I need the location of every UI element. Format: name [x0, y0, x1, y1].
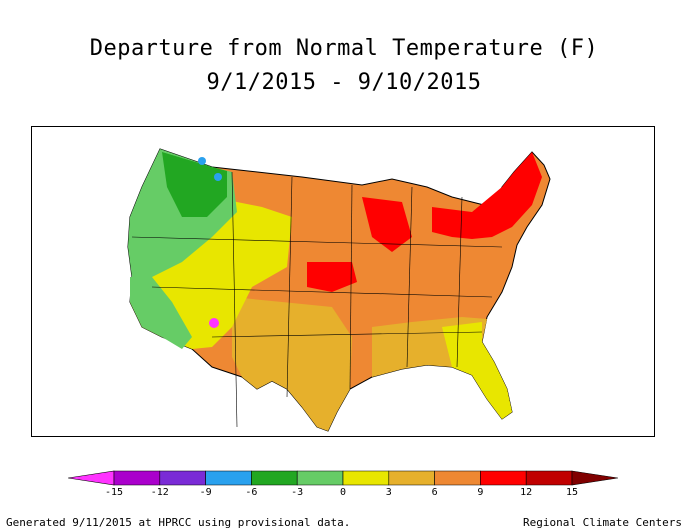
arizona-spot: [209, 318, 219, 328]
legend-tick-label: 15: [565, 487, 579, 498]
color-legend: [68, 470, 618, 486]
legend-tick-label: 6: [431, 487, 438, 498]
legend-swatch: [205, 470, 252, 486]
legend-tick-label: 0: [339, 487, 347, 498]
northeast-hot: [432, 152, 542, 239]
legend-swatch: [342, 470, 390, 486]
legend-tick-label: -15: [104, 487, 124, 498]
northwest-dark-green: [162, 152, 227, 217]
legend-swatch: [113, 470, 161, 486]
footer-credit: Generated 9/11/2015 at HPRCC using provi…: [6, 516, 351, 529]
legend-swatch: [480, 470, 527, 486]
legend-tick-label: -12: [150, 487, 169, 498]
legend-tick-label: 9: [477, 487, 484, 498]
footer-source: Regional Climate Centers: [523, 516, 682, 529]
us-map-svg: [127, 148, 551, 432]
plains-hot: [307, 262, 357, 292]
legend-tick-label: 3: [385, 487, 392, 498]
legend-swatch: [434, 470, 481, 486]
map-title: Departure from Normal Temperature (F): [89, 36, 599, 61]
legend-tick-label: -9: [199, 487, 212, 498]
legend-tick-label: -6: [245, 487, 258, 498]
california-region: [130, 277, 192, 349]
legend-tick-label: -3: [291, 487, 304, 498]
legend-swatch: [296, 470, 344, 486]
cold-spot: [214, 173, 222, 181]
legend-swatch: [251, 470, 298, 486]
temperature-map: [31, 126, 655, 437]
date-range: 9/1/2015 - 9/10/2015: [206, 70, 482, 95]
legend-swatch: [159, 470, 206, 486]
legend-swatch: [68, 470, 115, 486]
legend-ticks: -15 -12 -9 -6 -3 0 3 6 9 12 15: [0, 487, 688, 501]
cold-spot: [198, 157, 206, 165]
state-lines: [131, 171, 503, 428]
legend-tick-label: 12: [520, 487, 533, 498]
midwest-hot: [362, 197, 412, 252]
legend-swatch: [388, 470, 435, 486]
southeast-yellow: [442, 322, 512, 419]
legend-swatch: [525, 470, 573, 486]
southwest-region: [232, 297, 352, 431]
legend-swatch: [571, 470, 618, 486]
